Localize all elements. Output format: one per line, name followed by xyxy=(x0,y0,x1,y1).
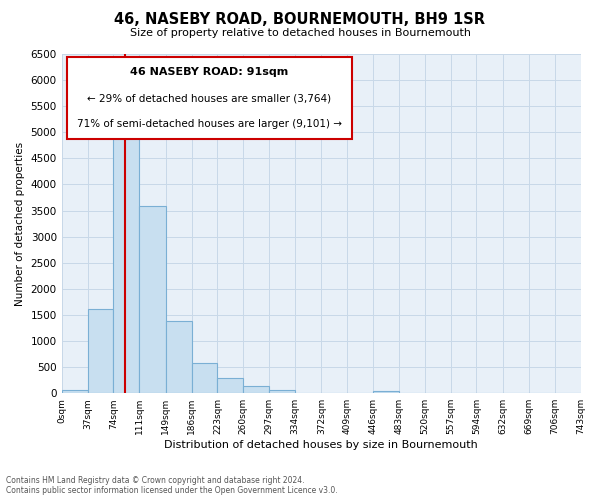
X-axis label: Distribution of detached houses by size in Bournemouth: Distribution of detached houses by size … xyxy=(164,440,478,450)
Y-axis label: Number of detached properties: Number of detached properties xyxy=(15,142,25,306)
Bar xyxy=(62,390,88,393)
Text: Contains HM Land Registry data © Crown copyright and database right 2024.
Contai: Contains HM Land Registry data © Crown c… xyxy=(6,476,338,495)
Text: Size of property relative to detached houses in Bournemouth: Size of property relative to detached ho… xyxy=(130,28,470,38)
Bar xyxy=(113,129,139,393)
Text: 46, NASEBY ROAD, BOURNEMOUTH, BH9 1SR: 46, NASEBY ROAD, BOURNEMOUTH, BH9 1SR xyxy=(115,12,485,28)
Bar xyxy=(191,363,217,393)
Bar xyxy=(139,206,166,393)
Text: 46 NASEBY ROAD: 91sqm: 46 NASEBY ROAD: 91sqm xyxy=(130,67,289,77)
Bar xyxy=(269,390,295,393)
Bar xyxy=(88,308,113,393)
Bar xyxy=(373,391,399,393)
Bar xyxy=(217,378,243,393)
FancyBboxPatch shape xyxy=(67,58,352,139)
Bar xyxy=(166,321,191,393)
Bar xyxy=(243,386,269,393)
Text: 71% of semi-detached houses are larger (9,101) →: 71% of semi-detached houses are larger (… xyxy=(77,119,342,129)
Text: ← 29% of detached houses are smaller (3,764): ← 29% of detached houses are smaller (3,… xyxy=(88,93,332,103)
